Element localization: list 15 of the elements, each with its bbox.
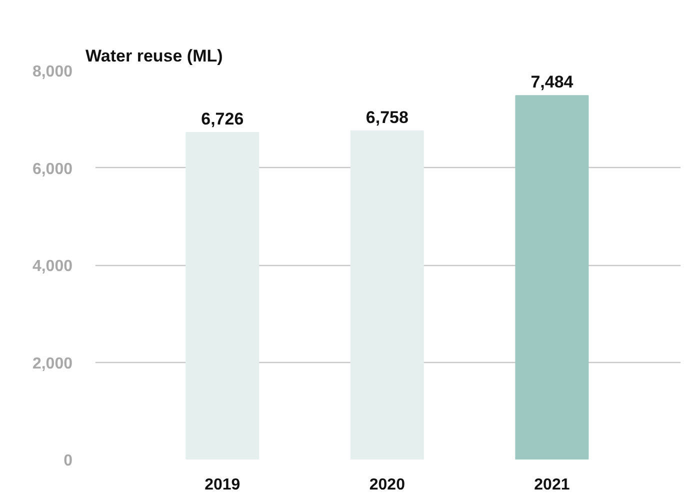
chart-title: Water reuse (ML): [86, 46, 223, 66]
y-tick-label: 4,000: [32, 258, 73, 275]
x-tick-label: 2019: [204, 476, 240, 494]
bar: [350, 130, 424, 460]
data-label: 7,484: [530, 72, 574, 92]
x-tick-label: 2021: [534, 476, 570, 494]
data-label: 6,726: [201, 109, 244, 128]
bar: [515, 95, 589, 460]
y-tick-label: 0: [64, 452, 73, 470]
data-label: 6,758: [366, 108, 408, 127]
y-tick-label: 8,000: [32, 64, 73, 80]
y-tick-label: 6,000: [32, 160, 73, 178]
x-tick-label: 2020: [369, 476, 406, 494]
bar: [186, 132, 260, 460]
y-tick-label: 2,000: [32, 355, 73, 372]
